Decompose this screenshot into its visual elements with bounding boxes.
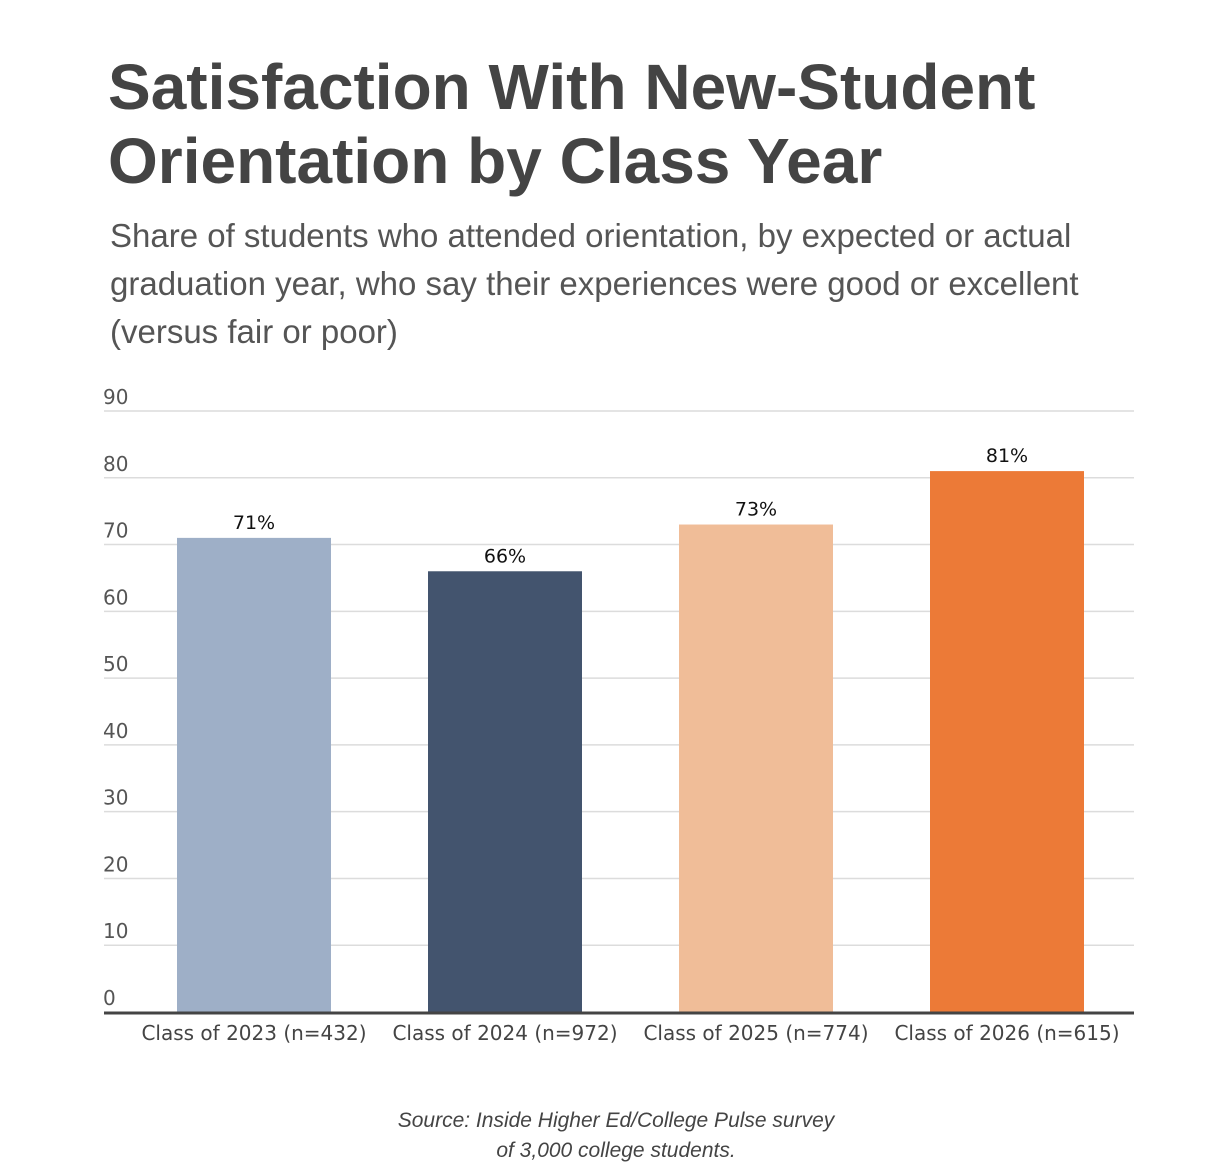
x-axis-categories: Class of 2023 (n=432) Class of 2024 (n=97… [141, 1021, 1119, 1045]
x-category-label: Class of 2026 (n=615) [894, 1021, 1119, 1045]
bar-chart: 0 10 20 30 40 50 60 70 80 90 71% 66% 73% 81% Class o… [103, 385, 1134, 1045]
bar-value-labels: 71% 66% 73% 81% [233, 445, 1028, 567]
y-tick-label: 50 [103, 652, 128, 676]
y-tick-label: 30 [103, 786, 128, 810]
chart-title: Satisfaction With New-Student Orientatio… [108, 51, 1036, 197]
y-axis-ticks: 0 10 20 30 40 50 60 70 80 90 [103, 385, 128, 1010]
chart-subtitle: Share of students who attended orientati… [110, 217, 1079, 350]
bar-value-label: 71% [233, 512, 275, 534]
bar-value-label: 66% [484, 545, 526, 567]
bar [177, 537, 331, 1012]
bar [930, 471, 1084, 1013]
y-tick-label: 40 [103, 719, 128, 743]
bar [679, 524, 833, 1012]
y-tick-label: 10 [103, 919, 128, 943]
y-tick-label: 60 [103, 585, 128, 609]
bars [177, 471, 1084, 1013]
x-category-label: Class of 2023 (n=432) [141, 1021, 366, 1045]
y-tick-label: 90 [103, 385, 128, 409]
bar [428, 571, 582, 1012]
source-note: Source: Inside Higher Ed/College Pulse s… [0, 1106, 1232, 1166]
x-category-label: Class of 2024 (n=972) [392, 1021, 617, 1045]
source-line-2: of 3,000 college students. [496, 1139, 736, 1162]
y-tick-label: 0 [103, 986, 116, 1010]
y-tick-label: 80 [103, 452, 128, 476]
bar-value-label: 81% [986, 445, 1028, 467]
x-category-label: Class of 2025 (n=774) [643, 1021, 868, 1045]
y-tick-label: 20 [103, 852, 128, 876]
y-tick-label: 70 [103, 519, 128, 543]
source-line-1: Source: Inside Higher Ed/College Pulse s… [397, 1109, 835, 1132]
bar-value-label: 73% [735, 499, 777, 521]
